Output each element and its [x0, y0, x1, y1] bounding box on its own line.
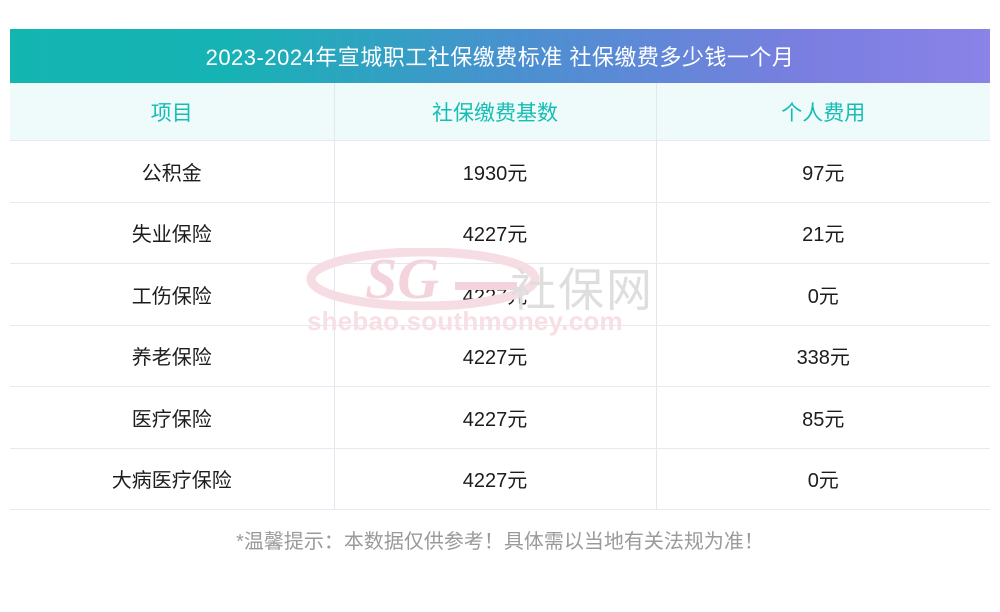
- table-row: 大病医疗保险 4227元 0元: [10, 448, 990, 510]
- page-title-bar: 2023-2024年宣城职工社保缴费标准 社保缴费多少钱一个月: [10, 29, 990, 83]
- table-row: 工伤保险 4227元 0元: [10, 263, 990, 326]
- table-header-row: 项目 社保缴费基数 个人费用: [10, 83, 990, 141]
- table-body: 公积金 1930元 97元 失业保险 4227元 21元 工伤保险 4227元 …: [10, 140, 990, 510]
- cell-item: 大病医疗保险: [10, 448, 335, 510]
- column-header-personal: 个人费用: [656, 83, 990, 141]
- cell-item: 失业保险: [10, 202, 335, 264]
- cell-item: 公积金: [10, 140, 335, 203]
- cell-personal: 85元: [656, 386, 990, 449]
- table-row: 公积金 1930元 97元: [10, 140, 990, 203]
- table-header: 项目 社保缴费基数 个人费用: [10, 83, 990, 141]
- cell-base: 4227元: [334, 263, 657, 326]
- page-title: 2023-2024年宣城职工社保缴费标准 社保缴费多少钱一个月: [205, 45, 795, 70]
- cell-base: 4227元: [334, 202, 657, 264]
- disclaimer-note: *温馨提示：本数据仅供参考！具体需以当地有关法规为准！: [236, 531, 764, 553]
- cell-base: 4227元: [334, 325, 657, 387]
- cell-item: 工伤保险: [10, 263, 335, 326]
- column-header-item: 项目: [10, 83, 335, 141]
- cell-base: 1930元: [334, 140, 657, 203]
- cell-personal: 21元: [656, 202, 990, 264]
- cell-personal: 97元: [656, 140, 990, 203]
- cell-personal: 0元: [656, 263, 990, 326]
- table-row: 养老保险 4227元 338元: [10, 325, 990, 387]
- column-header-base: 社保缴费基数: [334, 83, 657, 141]
- cell-item: 医疗保险: [10, 386, 335, 449]
- table-row: 失业保险 4227元 21元: [10, 202, 990, 264]
- contribution-table: 项目 社保缴费基数 个人费用 公积金 1930元 97元 失业保险 4227元 …: [10, 83, 990, 510]
- cell-personal: 338元: [656, 325, 990, 387]
- contribution-table-wrapper: 项目 社保缴费基数 个人费用 公积金 1930元 97元 失业保险 4227元 …: [10, 83, 990, 510]
- cell-personal: 0元: [656, 448, 990, 510]
- cell-item: 养老保险: [10, 325, 335, 387]
- cell-base: 4227元: [334, 386, 657, 449]
- table-row: 医疗保险 4227元 85元: [10, 386, 990, 449]
- cell-base: 4227元: [334, 448, 657, 510]
